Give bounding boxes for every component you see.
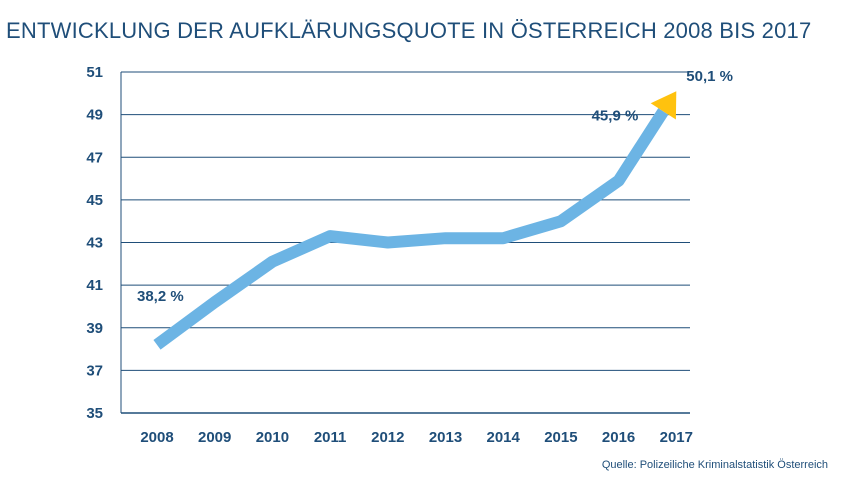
x-tick-label: 2014 [487, 429, 521, 446]
x-tick-label: 2011 [314, 429, 347, 446]
data-label: 45,9 % [592, 108, 639, 125]
x-tick-label: 2013 [429, 429, 462, 446]
chart-title: ENTWICKLUNG DER AUFKLÄRUNGSQUOTE IN ÖSTE… [6, 18, 812, 43]
y-tick-label: 45 [86, 192, 103, 209]
y-tick-label: 43 [86, 235, 103, 252]
data-label: 50,1 % [686, 68, 733, 85]
y-tick-label: 51 [86, 64, 103, 81]
series-line-aufklaerungsquote [153, 108, 669, 350]
y-tick-label: 41 [86, 277, 103, 294]
series-layer [153, 91, 677, 350]
x-tick-label: 2008 [140, 429, 173, 446]
x-tick-label: 2017 [660, 429, 693, 446]
y-tick-label: 35 [86, 405, 103, 422]
arrow-head [650, 91, 677, 120]
y-tick-label: 47 [86, 149, 103, 166]
x-tick-label: 2016 [602, 429, 635, 446]
grid-layer [120, 71, 690, 414]
x-tick-label: 2009 [198, 429, 231, 446]
data-label: 38,2 % [137, 288, 184, 305]
y-tick-label: 49 [86, 107, 103, 124]
y-tick-label: 37 [86, 362, 103, 379]
x-tick-label: 2010 [256, 429, 289, 446]
source-note: Quelle: Polizeiliche Kriminalstatistik Ö… [601, 459, 828, 471]
x-tick-label: 2015 [544, 429, 577, 446]
data-label-layer: 38,2 % 45,9 % 50,1 % [137, 68, 733, 305]
x-axis-ticks: 2008 2009 2010 2011 2012 2013 2014 2015 2016 2017 [140, 429, 693, 446]
y-axis-ticks: 35 37 39 41 43 45 47 49 51 [86, 64, 103, 422]
x-tick-label: 2012 [371, 429, 404, 446]
y-tick-label: 39 [86, 320, 103, 337]
